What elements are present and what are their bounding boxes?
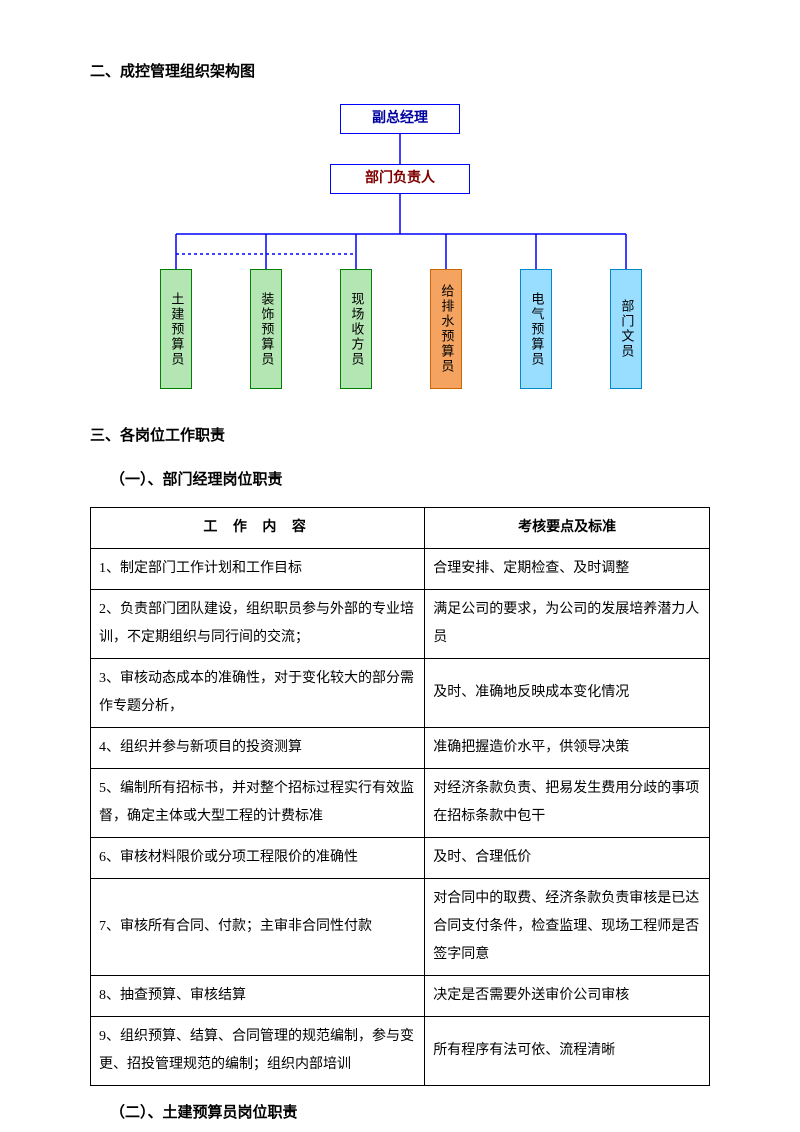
table-row: 3、审核动态成本的准确性，对于变化较大的部分需作专题分析，及时、准确地反映成本变… [91,659,710,728]
table-row: 4、组织并参与新项目的投资测算准确把握造价水平，供领导决策 [91,728,710,769]
org-mid-label: 部门负责人 [365,168,435,190]
table-row: 8、抽查预算、审核结算决定是否需要外送审价公司审核 [91,976,710,1017]
table-cell-right: 满足公司的要求，为公司的发展培养潜力人员 [425,590,710,659]
org-top-box: 副总经理 [340,104,460,134]
org-leaf-box: 土建预算员 [160,269,192,389]
table-row: 1、制定部门工作计划和工作目标合理安排、定期检查、及时调整 [91,549,710,590]
table-row: 5、编制所有招标书，并对整个招标过程实行有效监督，确定主体或大型工程的计费标准对… [91,769,710,838]
table-cell-left: 2、负责部门团队建设，组织职员参与外部的专业培训，不定期组织与同行间的交流； [91,590,425,659]
table-row: 9、组织预算、结算、合同管理的规范编制，参与变更、招投管理规范的编制；组织内部培… [91,1017,710,1086]
org-top-label: 副总经理 [372,108,428,130]
org-leaf-box: 给排水预算员 [430,269,462,389]
org-chart: 副总经理 部门负责人 土建预算员 装饰预算员 现场收方员 给排水预算员 电气预算员 部门文… [120,104,680,404]
table-cell-left: 1、制定部门工作计划和工作目标 [91,549,425,590]
section-2-title: 二、成控管理组织架构图 [90,60,710,84]
table-cell-left: 6、审核材料限价或分项工程限价的准确性 [91,838,425,879]
table-header-right: 考核要点及标准 [425,508,710,549]
org-leaf-box: 部门文员 [610,269,642,389]
table-cell-right: 对合同中的取费、经济条款负责审核是已达合同支付条件，检查监理、现场工程师是否签字… [425,879,710,976]
duties-table: 工 作 内 容 考核要点及标准 1、制定部门工作计划和工作目标合理安排、定期检查… [90,507,710,1086]
table-row: 6、审核材料限价或分项工程限价的准确性及时、合理低价 [91,838,710,879]
table-row: 7、审核所有合同、付款；主审非合同性付款对合同中的取费、经济条款负责审核是已达合… [91,879,710,976]
table-header-left: 工 作 内 容 [91,508,425,549]
org-leaf-box: 现场收方员 [340,269,372,389]
org-leaf-box: 电气预算员 [520,269,552,389]
table-cell-left: 9、组织预算、结算、合同管理的规范编制，参与变更、招投管理规范的编制；组织内部培… [91,1017,425,1086]
table-cell-right: 合理安排、定期检查、及时调整 [425,549,710,590]
org-leaf-box: 装饰预算员 [250,269,282,389]
table-cell-left: 7、审核所有合同、付款；主审非合同性付款 [91,879,425,976]
table-cell-left: 4、组织并参与新项目的投资测算 [91,728,425,769]
org-mid-box: 部门负责人 [330,164,470,194]
section-3-sub2: （二）、土建预算员岗位职责 [110,1101,710,1125]
table-cell-left: 3、审核动态成本的准确性，对于变化较大的部分需作专题分析， [91,659,425,728]
table-cell-right: 及时、准确地反映成本变化情况 [425,659,710,728]
table-row: 2、负责部门团队建设，组织职员参与外部的专业培训，不定期组织与同行间的交流；满足… [91,590,710,659]
table-cell-right: 准确把握造价水平，供领导决策 [425,728,710,769]
section-3-sub1: （一）、部门经理岗位职责 [110,468,710,492]
table-cell-left: 5、编制所有招标书，并对整个招标过程实行有效监督，确定主体或大型工程的计费标准 [91,769,425,838]
table-cell-right: 及时、合理低价 [425,838,710,879]
section-3-title: 三、各岗位工作职责 [90,424,710,448]
table-cell-right: 决定是否需要外送审价公司审核 [425,976,710,1017]
table-cell-left: 8、抽查预算、审核结算 [91,976,425,1017]
org-connectors [120,104,680,404]
table-cell-right: 对经济条款负责、把易发生费用分歧的事项在招标条款中包干 [425,769,710,838]
table-cell-right: 所有程序有法可依、流程清晰 [425,1017,710,1086]
